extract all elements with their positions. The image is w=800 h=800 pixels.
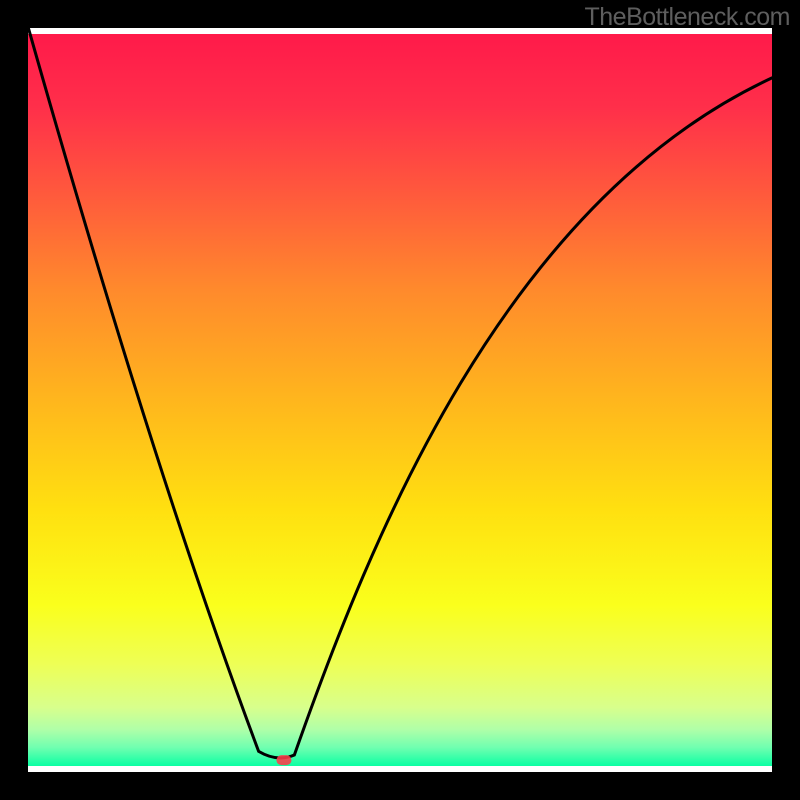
watermark-text: TheBottleneck.com bbox=[585, 3, 791, 32]
optimum-marker bbox=[276, 755, 291, 765]
bottleneck-chart bbox=[0, 0, 800, 800]
chart-container: TheBottleneck.com bbox=[0, 0, 800, 800]
